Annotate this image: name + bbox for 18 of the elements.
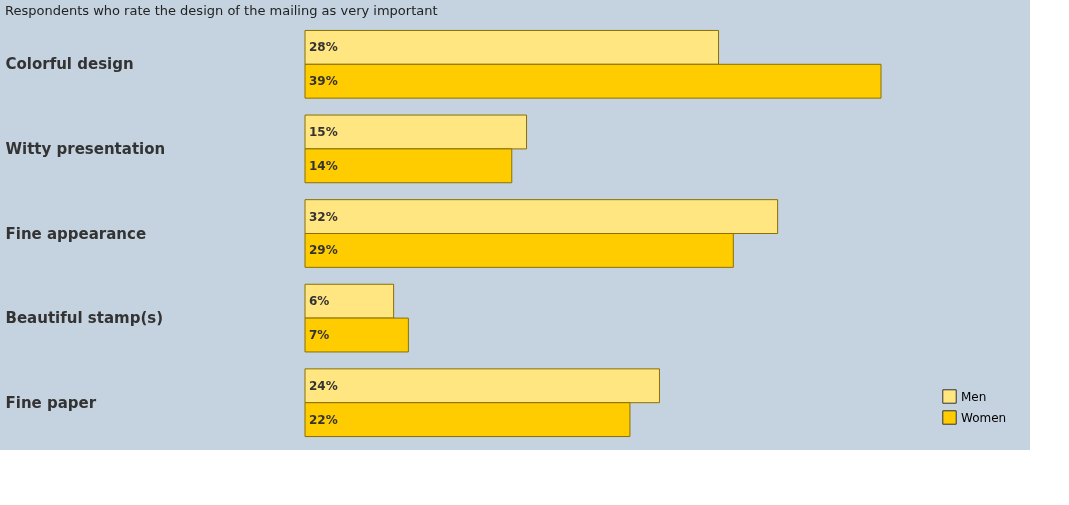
y-tick-label: Fine appearance (5, 224, 147, 243)
data-label: 22% (309, 412, 338, 427)
data-label: 32% (309, 209, 338, 224)
data-label: 7% (309, 328, 330, 343)
data-label: 28% (309, 40, 338, 55)
y-tick-label: Colorful design (5, 55, 134, 74)
chart-title: Respondents who rate the design of the mailing as very important (5, 3, 438, 18)
data-label: 6% (309, 294, 330, 309)
y-tick-label: Beautiful stamp(s) (5, 309, 164, 328)
legend-label: Women (961, 410, 1007, 425)
data-label: 24% (309, 378, 338, 393)
data-label: 15% (309, 124, 338, 139)
legend-label: Men (961, 389, 987, 404)
data-label: 39% (309, 74, 338, 89)
y-tick-label: Fine paper (5, 393, 97, 412)
y-tick-label: Witty presentation (5, 139, 166, 158)
data-label: 29% (309, 243, 338, 258)
data-label: 14% (309, 158, 338, 173)
